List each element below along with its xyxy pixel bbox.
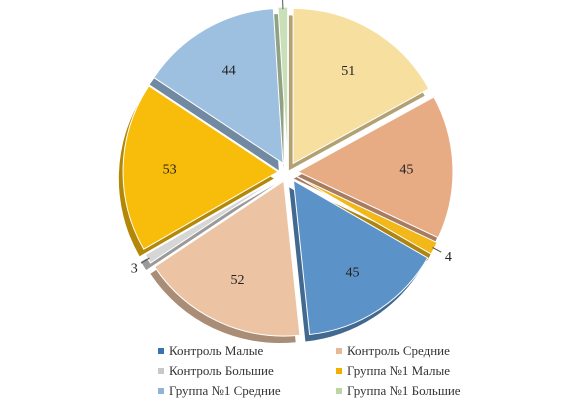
data-label: 3: [131, 261, 138, 276]
legend-label: Группа №1 Малые: [347, 363, 451, 378]
legend-swatch-icon: [158, 368, 164, 374]
pie-slice: [122, 85, 279, 250]
legend-swatch-icon: [336, 368, 342, 374]
legend-label: Контроль Большие: [169, 363, 274, 378]
legend: Контроль Малые Контроль Средние Контроль…: [158, 343, 498, 403]
pie-slice: [292, 179, 429, 336]
legend-swatch-icon: [158, 348, 164, 354]
legend-label: Группа №1 Средние: [169, 383, 281, 398]
legend-item-4: Группа №1 Средние: [158, 383, 281, 399]
data-label: 51: [341, 64, 355, 79]
data-label: 53: [163, 162, 177, 177]
pie-slice: [153, 180, 301, 337]
data-label: 45: [346, 265, 360, 280]
leader-line: [432, 247, 442, 253]
pie-slice: [296, 96, 454, 239]
pie-slice: [292, 7, 430, 165]
data-label: 52: [231, 273, 245, 288]
data-label: 45: [399, 162, 413, 177]
leader-line: [140, 257, 150, 264]
legend-item-3: Группа №1 Малые: [336, 363, 450, 379]
legend-item-0: Контроль Малые: [158, 343, 263, 359]
legend-swatch-icon: [336, 388, 342, 394]
legend-swatch-icon: [336, 348, 342, 354]
pie-slice: [153, 8, 284, 165]
legend-label: Группа №1 Большие: [347, 383, 461, 398]
legend-item-5: Группа №1 Большие: [336, 383, 461, 399]
legend-label: Контроль Средние: [347, 343, 450, 358]
legend-item-2: Контроль Большие: [158, 363, 274, 379]
legend-swatch-icon: [158, 388, 164, 394]
data-label: 4: [445, 250, 452, 265]
data-label: 44: [222, 63, 236, 78]
legend-label: Контроль Малые: [169, 343, 264, 358]
pie-slice-depth: [141, 184, 276, 270]
legend-item-1: Контроль Средние: [336, 343, 450, 359]
